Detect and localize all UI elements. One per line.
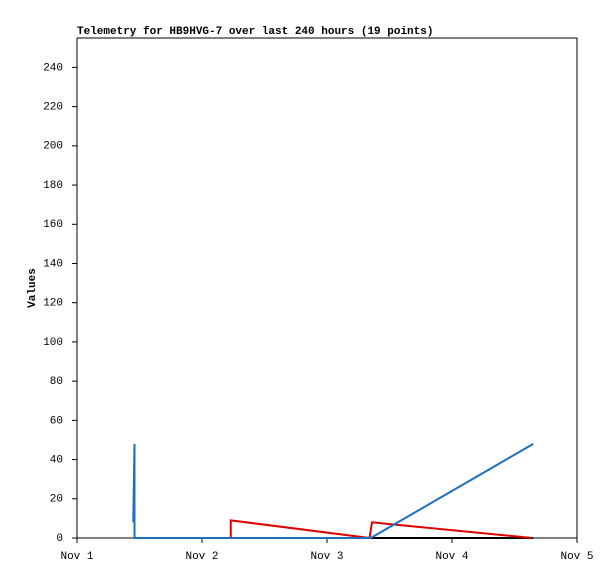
y-tick-label: 40 — [50, 454, 63, 466]
y-tick-label: 20 — [50, 494, 63, 506]
y-tick-label: 240 — [43, 62, 63, 74]
x-tick-label: Nov 4 — [435, 551, 468, 563]
chart-title: Telemetry for HB9HVG-7 over last 240 hou… — [77, 26, 433, 38]
x-tick-label: Nov 1 — [60, 551, 93, 563]
x-tick-label: Nov 2 — [185, 551, 218, 563]
y-tick-label: 220 — [43, 102, 63, 114]
y-tick-label: 0 — [56, 533, 63, 545]
y-tick-label: 80 — [50, 376, 63, 388]
y-tick-label: 100 — [43, 337, 63, 349]
x-tick-label: Nov 5 — [560, 551, 593, 563]
y-axis-label: Values — [27, 268, 39, 308]
y-tick-label: 140 — [43, 258, 63, 270]
y-tick-label: 60 — [50, 415, 63, 427]
series-line — [134, 519, 533, 540]
x-tick-label: Nov 3 — [310, 551, 343, 563]
y-tick-label: 120 — [43, 298, 63, 310]
series-line — [132, 443, 534, 539]
y-tick-label: 200 — [43, 141, 63, 153]
y-tick-label: 160 — [43, 219, 63, 231]
y-tick-label: 180 — [43, 180, 63, 192]
